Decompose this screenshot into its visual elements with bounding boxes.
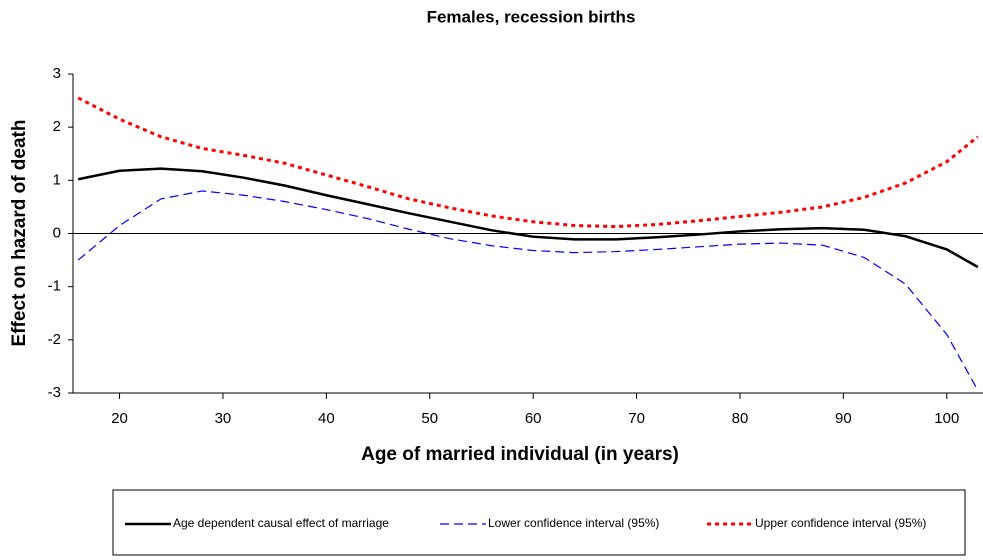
y-axis-title: Effect on hazard of death: [9, 120, 30, 347]
x-tick-label: 20: [111, 410, 128, 427]
series-line: [77, 167, 979, 269]
y-tick-label: 3: [53, 65, 61, 82]
x-tick-label: 70: [628, 410, 645, 427]
legend-label: Lower confidence interval (95%): [488, 516, 659, 530]
legend-label: Age dependent causal effect of marriage: [173, 516, 389, 530]
x-tick-label: 80: [732, 410, 749, 427]
legend-label: Upper confidence interval (95%): [755, 516, 926, 530]
x-axis-title: Age of married individual (in years): [361, 444, 679, 465]
x-tick-label: 100: [934, 410, 959, 427]
chart-title: Females, recession births: [427, 7, 636, 26]
y-tick-label: 0: [53, 224, 61, 241]
y-tick-label: 1: [53, 171, 61, 188]
legend-box: [112, 489, 966, 556]
y-tick-label: 2: [53, 118, 61, 135]
y-tick-label: -2: [48, 331, 61, 348]
series-line: [77, 190, 979, 391]
x-tick-label: 40: [318, 410, 335, 427]
y-tick-label: -3: [48, 384, 61, 401]
series-line: [77, 96, 979, 229]
y-tick-label: -1: [48, 278, 61, 295]
x-tick-label: 50: [421, 410, 438, 427]
x-tick-label: 30: [215, 410, 232, 427]
x-tick-label: 90: [835, 410, 852, 427]
x-tick-label: 60: [525, 410, 542, 427]
